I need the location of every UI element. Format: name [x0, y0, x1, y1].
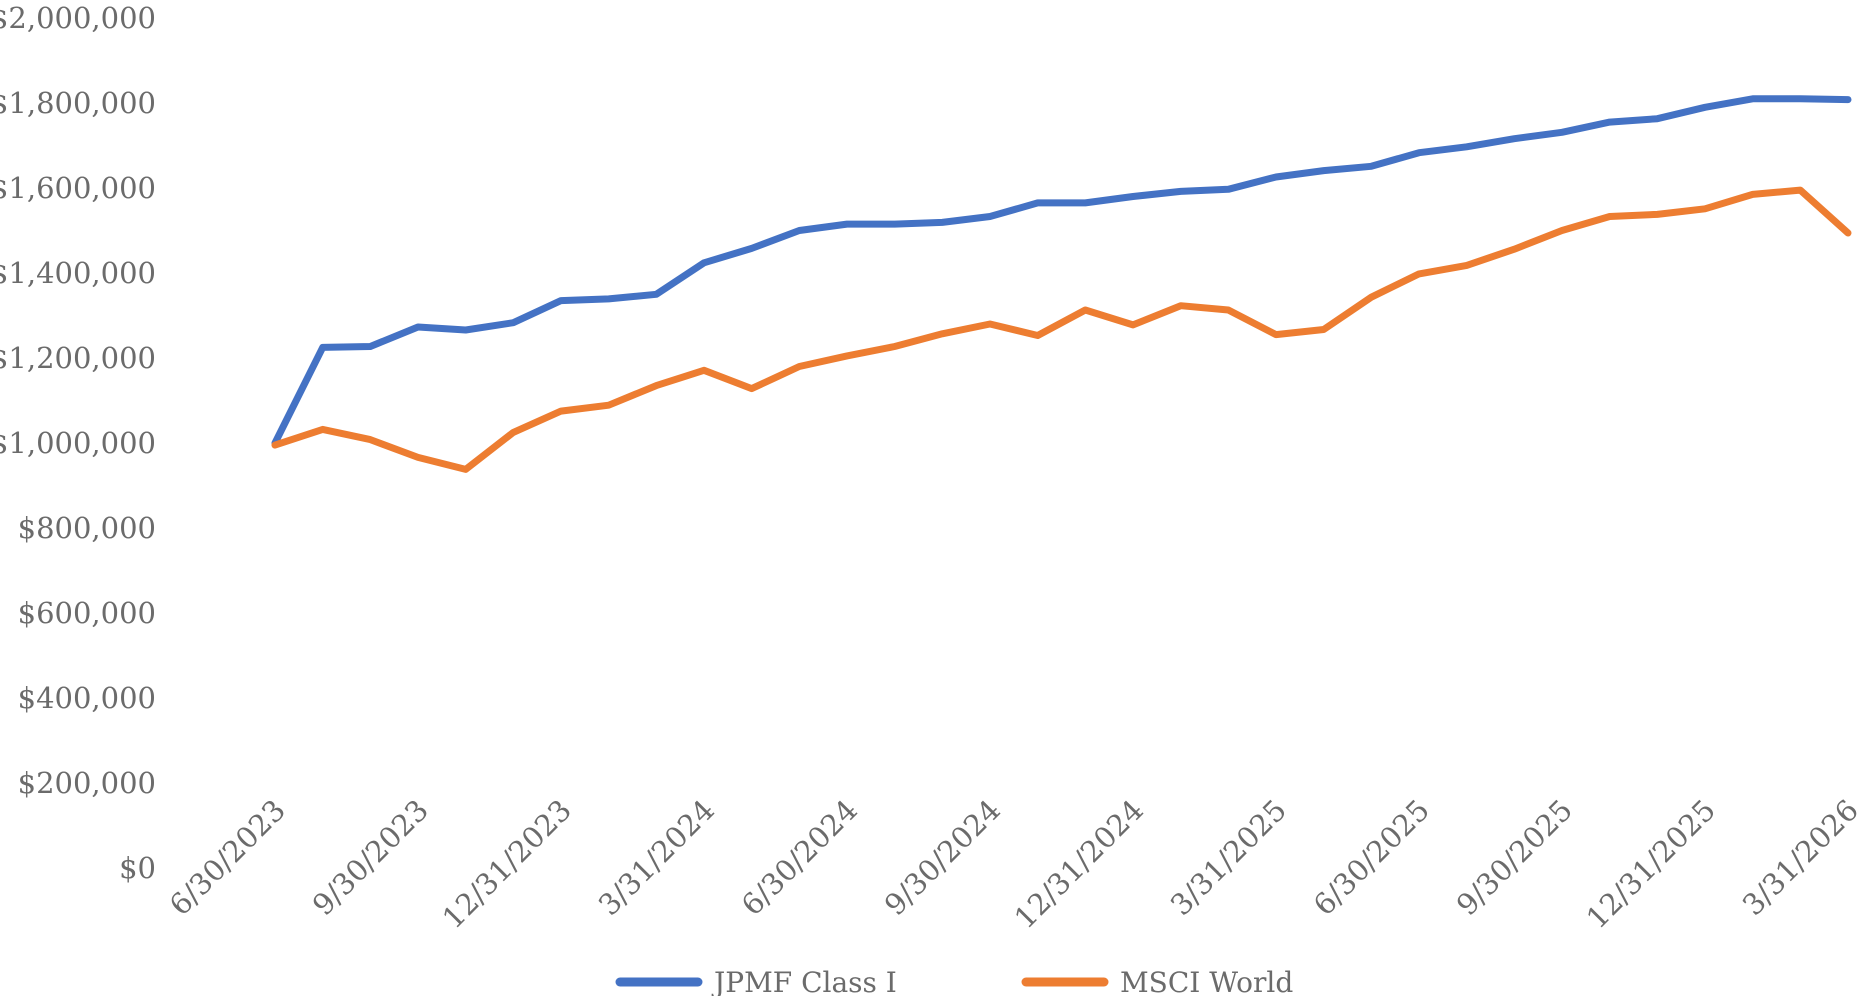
y-tick-label: $400,000: [18, 681, 156, 715]
x-tick-label: 9/30/2025: [1450, 793, 1579, 922]
y-tick-label: $2,000,000: [0, 1, 156, 35]
y-tick-label: $1,600,000: [0, 171, 156, 205]
x-axis: 6/30/2023 9/30/2023 12/31/2023 3/31/2024 6/3…: [163, 793, 1860, 935]
series-line-jpmf: [271, 95, 1852, 447]
x-tick-label: 3/31/2025: [1164, 793, 1293, 922]
y-tick-label: $1,000,000: [0, 426, 156, 460]
series-line-msci: [271, 186, 1852, 473]
x-tick-label: 12/31/2023: [436, 793, 578, 935]
x-tick-label: 12/31/2025: [1580, 793, 1722, 935]
x-tick-label: 3/31/2024: [592, 793, 721, 922]
x-tick-label: 9/30/2024: [878, 793, 1007, 922]
x-tick-label: 6/30/2023: [163, 793, 292, 922]
x-tick-label: 12/31/2024: [1008, 793, 1150, 935]
plot-area: [271, 95, 1852, 473]
y-tick-label: $0: [119, 851, 156, 885]
legend-label-jpmf: JPMF Class I: [711, 966, 897, 996]
legend-label-msci: MSCI World: [1120, 966, 1293, 996]
y-tick-label: $1,400,000: [0, 256, 156, 290]
legend-item-jpmf[interactable]: JPMF Class I: [615, 966, 897, 996]
y-tick-label: $600,000: [18, 596, 156, 630]
x-tick-label: 6/30/2024: [735, 793, 864, 922]
x-tick-label: 3/31/2026: [1736, 793, 1860, 922]
y-tick-label: $1,200,000: [0, 341, 156, 375]
x-tick-label: 9/30/2023: [306, 793, 435, 922]
y-tick-label: $800,000: [18, 511, 156, 545]
y-tick-label: $1,800,000: [0, 86, 156, 120]
legend: JPMF Class I MSCI World: [615, 966, 1293, 996]
legend-item-msci[interactable]: MSCI World: [1021, 966, 1293, 996]
x-tick-label: 6/30/2025: [1307, 793, 1436, 922]
y-tick-label: $200,000: [18, 766, 156, 800]
y-axis: $0 $200,000 $400,000 $600,000 $800,000 $1,000…: [0, 1, 156, 885]
